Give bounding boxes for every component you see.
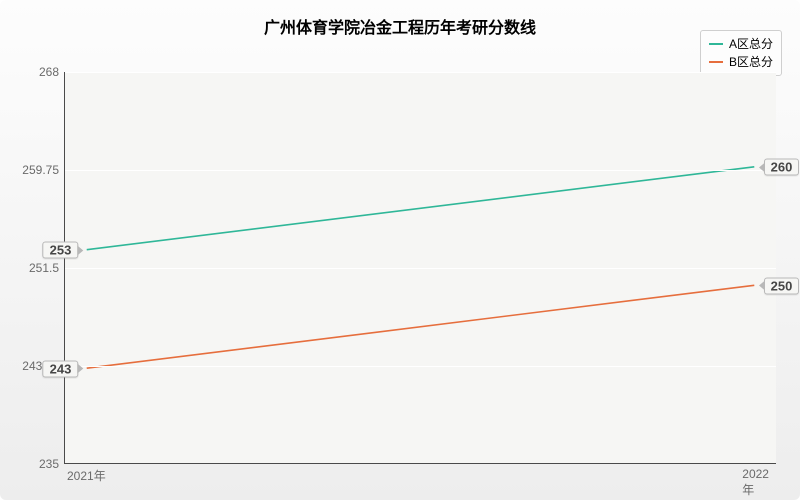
y-tick-label: 259.75 (22, 163, 65, 177)
y-tick-label: 235 (39, 457, 65, 471)
legend-item-1: B区总分 (709, 53, 773, 71)
data-point-label: 253 (43, 242, 79, 259)
grid-line (65, 72, 776, 73)
y-tick-label: 268 (39, 65, 65, 79)
data-point-label: 250 (764, 277, 800, 294)
data-point-label: 260 (764, 159, 800, 176)
plot-area: 235243.25251.5259.752682021年2022年2532602… (64, 72, 776, 464)
legend-label-0: A区总分 (729, 35, 773, 53)
grid-line (65, 268, 776, 269)
legend-swatch-0 (709, 43, 723, 45)
y-tick-label: 251.5 (29, 261, 65, 275)
x-tick-label: 2021年 (67, 463, 106, 484)
chart-container: 广州体育学院冶金工程历年考研分数线 A区总分 B区总分 235243.25251… (0, 0, 800, 500)
x-tick-label: 2022年 (742, 463, 769, 498)
grid-line (65, 170, 776, 171)
legend-item-0: A区总分 (709, 35, 773, 53)
series-line (87, 285, 755, 368)
legend-swatch-1 (709, 61, 723, 63)
grid-line (65, 366, 776, 367)
series-line (87, 167, 755, 250)
legend-label-1: B区总分 (729, 53, 773, 71)
data-point-label: 243 (43, 360, 79, 377)
chart-title: 广州体育学院冶金工程历年考研分数线 (0, 14, 800, 38)
legend: A区总分 B区总分 (700, 30, 782, 76)
